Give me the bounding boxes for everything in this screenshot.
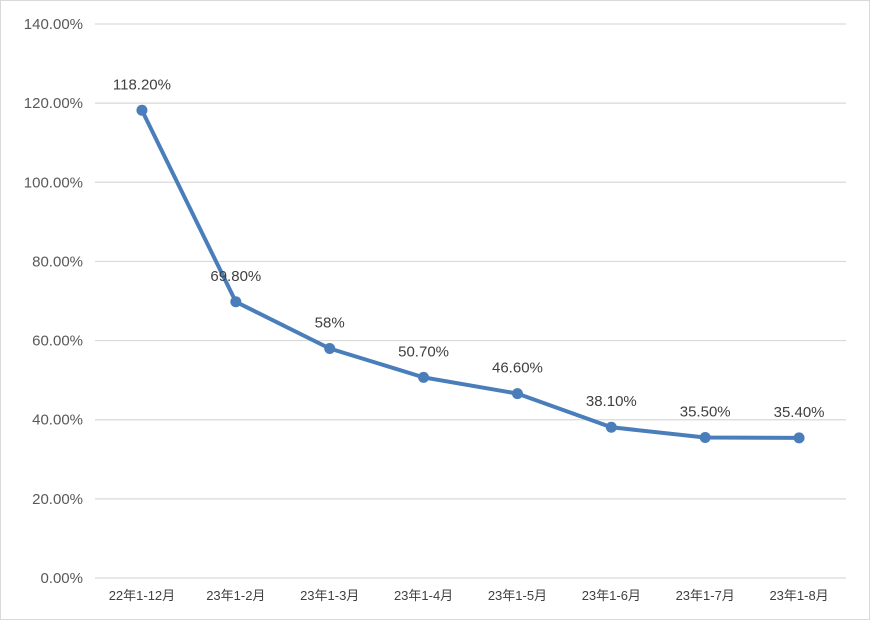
data-value-label: 35.50%	[680, 404, 731, 421]
data-point-marker	[230, 296, 242, 308]
data-point-marker	[511, 388, 523, 400]
y-tick-label: 80.00%	[32, 253, 83, 270]
data-value-label: 118.20%	[113, 76, 171, 93]
data-value-label: 69.80%	[210, 268, 261, 285]
data-value-label: 35.40%	[774, 404, 825, 421]
series-line-path	[139, 108, 802, 440]
data-point-marker	[324, 342, 336, 354]
x-axis-category-labels: 22年1-12月 23年1-2月 23年1-3月 23年1-4月 23年1-5月 23年1…	[109, 588, 829, 603]
x-category-label: 22年1-12月	[109, 588, 175, 603]
data-point-marker	[605, 421, 617, 433]
x-category-label: 23年1-4月	[394, 588, 453, 603]
y-tick-label: 0.00%	[40, 570, 83, 587]
x-category-label: 23年1-2月	[206, 588, 265, 603]
series-line	[139, 108, 802, 440]
gridlines	[95, 23, 846, 579]
data-value-label: 58%	[315, 314, 345, 331]
data-point-marker	[793, 432, 805, 444]
y-tick-label: 120.00%	[24, 95, 83, 112]
y-tick-label: 40.00%	[32, 412, 83, 429]
data-point-marker	[136, 104, 148, 116]
y-tick-label: 140.00%	[24, 16, 83, 33]
x-category-label: 23年1-6月	[582, 588, 641, 603]
y-tick-label: 60.00%	[32, 333, 83, 350]
data-value-label: 46.60%	[492, 360, 543, 377]
y-axis-tick-labels: 0.00% 20.00% 40.00% 60.00% 80.00% 100.00% 120.…	[24, 16, 83, 587]
data-value-label: 50.70%	[398, 343, 449, 360]
x-category-label: 23年1-8月	[769, 588, 828, 603]
data-markers	[136, 104, 805, 444]
data-value-label: 38.10%	[586, 393, 637, 410]
x-category-label: 23年1-7月	[676, 588, 735, 603]
y-tick-label: 100.00%	[24, 174, 83, 191]
data-point-marker	[699, 432, 711, 444]
y-tick-label: 20.00%	[32, 491, 83, 508]
data-labels: 118.20% 69.80% 58% 50.70% 46.60% 38.10% 35.50%…	[113, 76, 825, 421]
x-category-label: 23年1-3月	[300, 588, 359, 603]
x-category-label: 23年1-5月	[488, 588, 547, 603]
data-point-marker	[418, 371, 430, 383]
